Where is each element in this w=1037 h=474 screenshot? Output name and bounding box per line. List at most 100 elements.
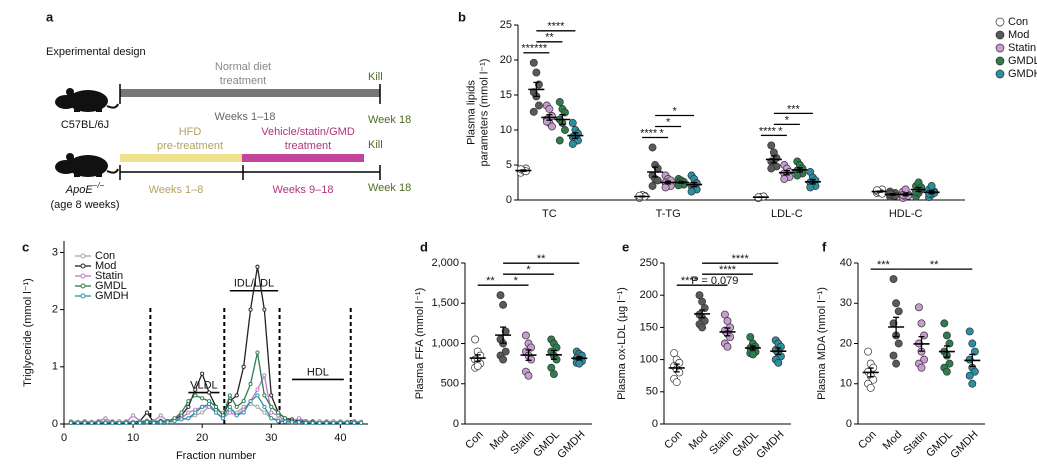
data-point [672,378,681,387]
series-marker [200,396,205,401]
data-point [552,343,561,352]
y-tick-label: 25 [500,19,512,31]
data-point [894,307,903,316]
data-point [648,143,657,152]
series-marker [131,420,136,425]
significance-label: ** [486,275,495,287]
data-point [917,319,926,328]
design-title: Experimental design [46,46,146,58]
series-marker [248,399,253,404]
y-tick-label: 200 [640,289,658,301]
data-point [661,183,670,192]
series-marker [193,410,198,415]
series-marker [338,420,343,425]
y-tick-label: 50 [646,386,658,398]
series-marker [186,416,191,421]
data-point [535,101,543,110]
kill-label: Kill [368,71,383,83]
series-marker [227,410,232,415]
significance-label: * [778,125,783,137]
data-point [892,299,901,308]
series-marker [234,393,239,398]
significance-label: * [672,105,677,117]
x-tick-label: TC [542,208,557,220]
y-tick-label: 2 [52,304,58,316]
series-marker [186,410,191,415]
significance-label: ** [545,32,554,44]
series-marker [255,393,260,398]
y-tick-label: 3 [52,246,58,258]
series-marker [317,420,322,425]
series-marker [359,420,364,425]
series-marker [213,410,219,415]
period-label: Weeks 1–8 [149,184,204,196]
series-marker [269,404,274,409]
x-tick-label: GMDH [948,429,980,461]
data-point [499,300,508,309]
data-point [548,122,556,131]
series-marker [193,387,198,392]
significance-label: * [666,116,671,128]
series-marker [269,416,274,421]
y-tick-label: 5 [506,159,512,171]
series-marker [289,420,295,425]
significance-label: **** [719,264,737,276]
data-point [555,136,564,145]
series-marker [262,404,267,409]
y-tick-label: 0 [506,194,512,206]
legend-marker [995,30,1005,40]
data-point [970,347,979,356]
series-marker [179,417,184,422]
series-marker [227,404,232,409]
series-marker [324,420,329,425]
mouse-icon [55,88,119,112]
data-point [917,363,926,372]
x-tick-label: GMDH [754,429,786,461]
legend-label: Mod [95,260,116,272]
data-point [529,58,538,67]
data-point [968,339,977,348]
series-marker [179,410,184,415]
y-tick-label: 20 [840,337,852,349]
legend-label: Mod [1008,29,1029,41]
significance-label: **** [759,125,777,137]
series-marker [165,420,170,425]
significance-label: ** [930,259,939,271]
significance-label: * [514,275,519,287]
significance-label: * [659,127,664,139]
data-point [920,355,929,364]
x-tick-label: 20 [196,432,208,444]
data-point [914,303,923,312]
legend-marker [995,56,1005,66]
legend-marker [995,69,1005,79]
series-marker [158,420,163,425]
series-marker [352,420,357,425]
legend-label: GMDL [95,280,127,292]
legend-marker [80,253,86,259]
data-point [496,291,505,300]
series-marker [255,387,260,392]
diet-bar [120,89,380,97]
data-point [568,140,577,148]
series-marker [241,410,246,415]
data-point [780,175,789,183]
data-point [869,375,878,384]
series-marker [248,381,253,387]
y-tick-label: 10 [840,378,852,390]
y-tick-label: 20 [500,54,512,66]
series-marker [151,420,156,425]
data-point [561,126,569,134]
x-tick-label: T-TG [656,208,681,220]
y-tick-label: 40 [840,257,852,269]
phase-label: Vehicle/statin/GMD [261,126,355,138]
significance-label: *** [787,103,801,115]
data-point [723,342,732,351]
panel-letter: a [46,9,54,24]
series-marker [234,404,239,409]
x-tick-label: 30 [265,432,277,444]
legend-marker [80,283,86,289]
series-marker [276,419,281,424]
legend-label: GMDH [1008,68,1037,80]
treatment-bar [242,154,364,162]
